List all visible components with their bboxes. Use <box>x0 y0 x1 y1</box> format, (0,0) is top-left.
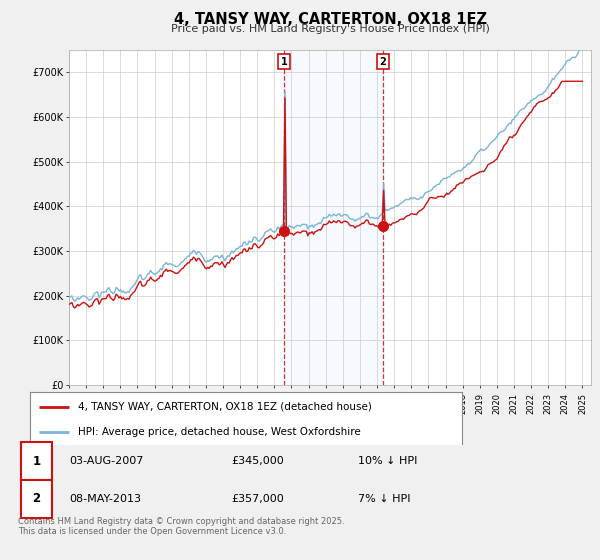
Text: 4, TANSY WAY, CARTERTON, OX18 1EZ: 4, TANSY WAY, CARTERTON, OX18 1EZ <box>173 12 487 27</box>
Text: 1: 1 <box>281 57 287 67</box>
Text: 03-AUG-2007: 03-AUG-2007 <box>70 456 144 466</box>
Text: Price paid vs. HM Land Registry's House Price Index (HPI): Price paid vs. HM Land Registry's House … <box>170 24 490 34</box>
Bar <box>284 50 383 385</box>
Text: 7% ↓ HPI: 7% ↓ HPI <box>358 494 410 504</box>
FancyBboxPatch shape <box>20 480 52 518</box>
Text: 1: 1 <box>32 455 41 468</box>
Text: £357,000: £357,000 <box>231 494 284 504</box>
Text: 08-MAY-2013: 08-MAY-2013 <box>70 494 142 504</box>
Text: £345,000: £345,000 <box>231 456 284 466</box>
Text: 2: 2 <box>380 57 386 67</box>
Text: Contains HM Land Registry data © Crown copyright and database right 2025.
This d: Contains HM Land Registry data © Crown c… <box>18 517 344 536</box>
FancyBboxPatch shape <box>20 442 52 480</box>
Text: 2: 2 <box>32 492 41 505</box>
Text: 10% ↓ HPI: 10% ↓ HPI <box>358 456 417 466</box>
Text: HPI: Average price, detached house, West Oxfordshire: HPI: Average price, detached house, West… <box>77 427 360 437</box>
Text: 4, TANSY WAY, CARTERTON, OX18 1EZ (detached house): 4, TANSY WAY, CARTERTON, OX18 1EZ (detac… <box>77 402 371 412</box>
